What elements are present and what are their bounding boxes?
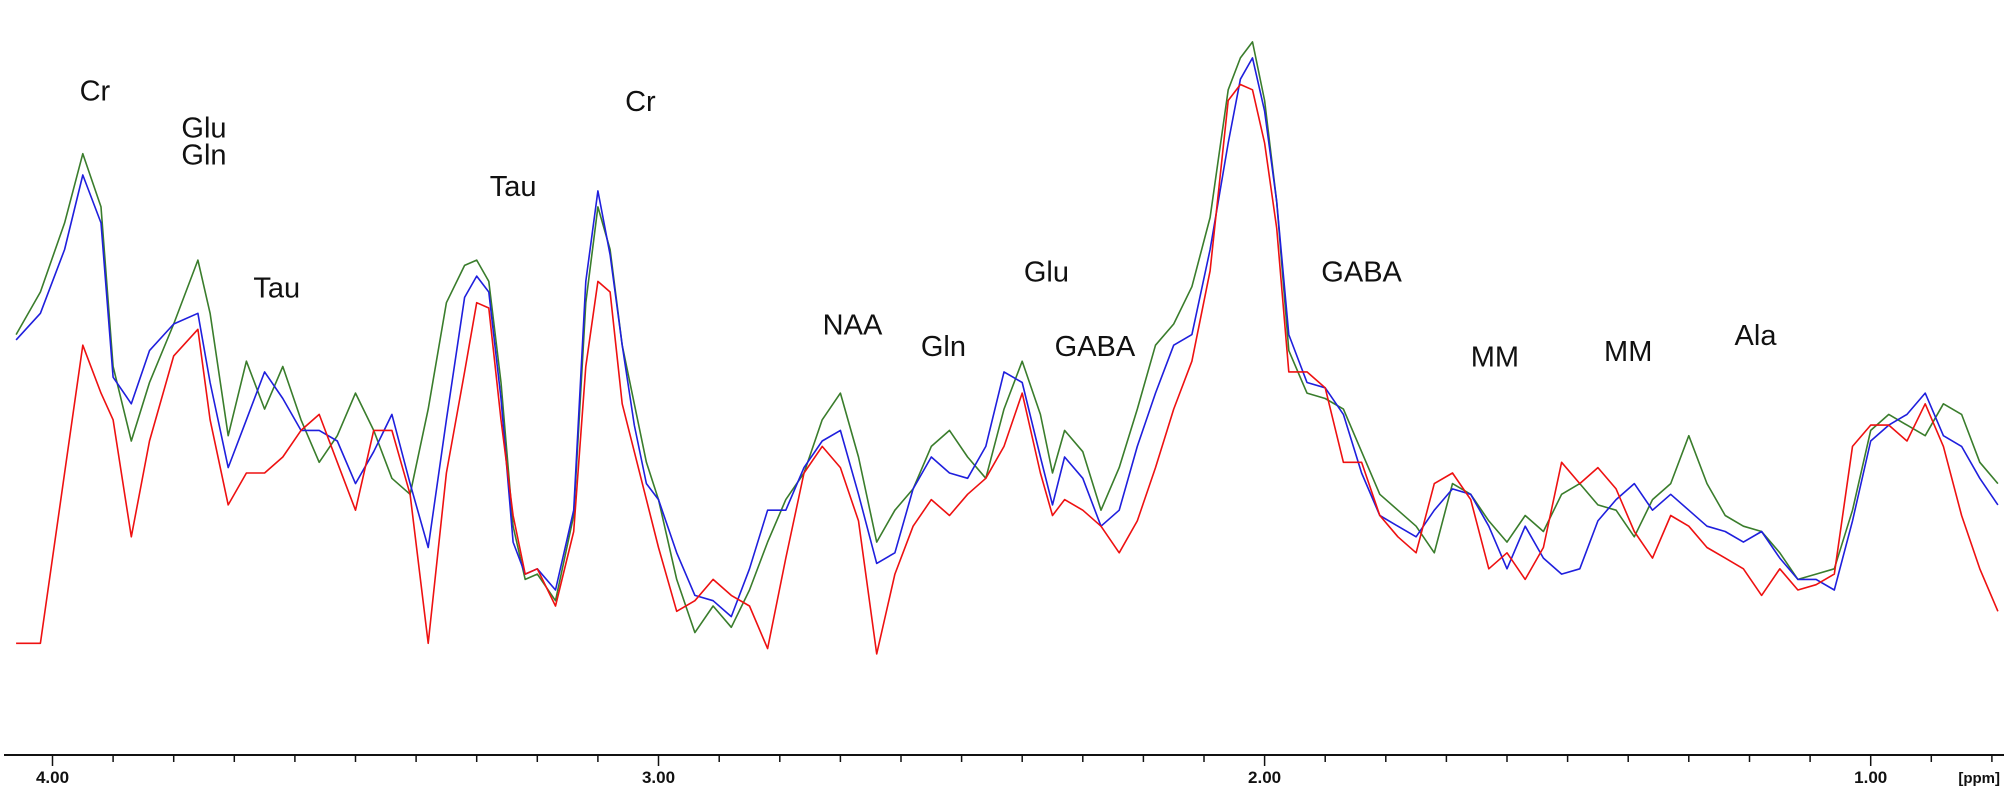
x-unit-label: [ppm] (1958, 770, 2000, 787)
spectrum-line-green (15, 41, 1999, 634)
peak-label-naa-6: NAA (823, 310, 883, 342)
peak-label-mm-13: MM (1604, 336, 1652, 368)
peak-label-glu-8: Glu (1024, 256, 1069, 288)
peak-label-mm-12: MM (1471, 342, 1519, 374)
peak-label-layer: CrGluGlnTauTauCrNAAGlnGluGABANAAGABAMMMM… (80, 76, 1778, 374)
peak-label-tau-4: Tau (490, 171, 537, 203)
peak-label-ala-14: Ala (1735, 320, 1778, 352)
x-tick-label: 2.00 (1248, 768, 1281, 787)
spectrum-line-red (16, 83, 1999, 655)
peak-label-gln-7: Gln (921, 331, 966, 363)
peak-label-tau-3: Tau (253, 272, 300, 304)
x-axis: 4.00 3.00 2.00 1.00 (4, 754, 2004, 787)
peak-label-glu-1: Glu (181, 113, 226, 145)
peak-label-gaba-11: GABA (1321, 256, 1402, 288)
x-tick-label: 4.00 (36, 768, 69, 787)
x-tick-label: 1.00 (1854, 768, 1887, 787)
peak-label-cr-5: Cr (625, 86, 656, 118)
spectrum-line-blue (15, 57, 1999, 618)
series-layer (15, 41, 1999, 655)
peak-label-gln-2: Gln (181, 139, 226, 171)
x-tick-label: 3.00 (642, 768, 675, 787)
peak-label-gaba-9: GABA (1055, 331, 1136, 363)
peak-label-cr-0: Cr (80, 76, 111, 108)
